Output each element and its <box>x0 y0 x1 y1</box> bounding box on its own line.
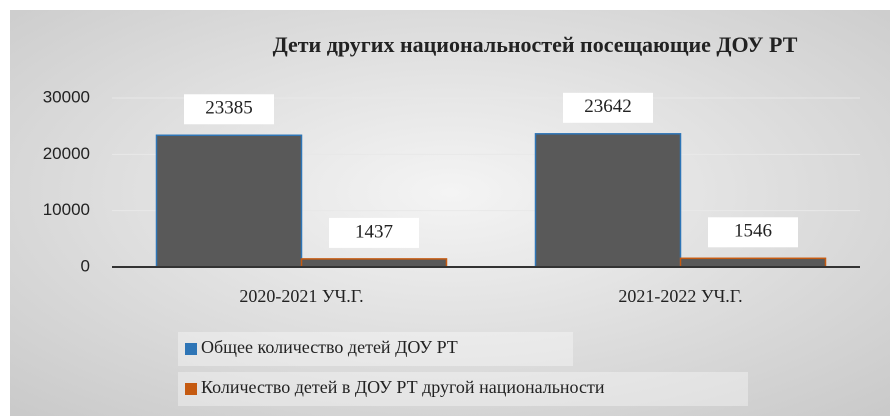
data-label: 1546 <box>734 221 772 242</box>
bar <box>155 134 303 268</box>
legend-marker <box>185 343 197 355</box>
data-label: 1437 <box>355 221 393 242</box>
legend-box <box>178 332 573 366</box>
bar <box>679 257 827 268</box>
data-label: 23385 <box>205 98 253 119</box>
data-label-box <box>329 217 419 248</box>
bar <box>300 258 448 268</box>
chart-title: Дети других национальностей посещающие Д… <box>273 32 798 57</box>
y-tick-label: 20000 <box>43 144 90 163</box>
x-tick-label: 2021-2022 УЧ.Г. <box>618 286 742 306</box>
data-label: 23642 <box>584 96 632 117</box>
y-tick-label: 30000 <box>43 87 90 106</box>
bar <box>534 133 682 268</box>
legend-box <box>178 372 748 406</box>
x-tick-label: 2020-2021 УЧ.Г. <box>239 286 363 306</box>
y-tick-label: 0 <box>81 256 90 275</box>
legend-label: Общее количество детей ДОУ РТ <box>201 337 458 357</box>
legend-marker <box>185 383 197 395</box>
data-label-box <box>708 217 798 248</box>
data-label-box <box>563 92 653 123</box>
data-label-box <box>184 94 274 125</box>
y-tick-label: 10000 <box>43 200 90 219</box>
legend-label: Количество детей в ДОУ РТ другой национа… <box>201 377 605 397</box>
